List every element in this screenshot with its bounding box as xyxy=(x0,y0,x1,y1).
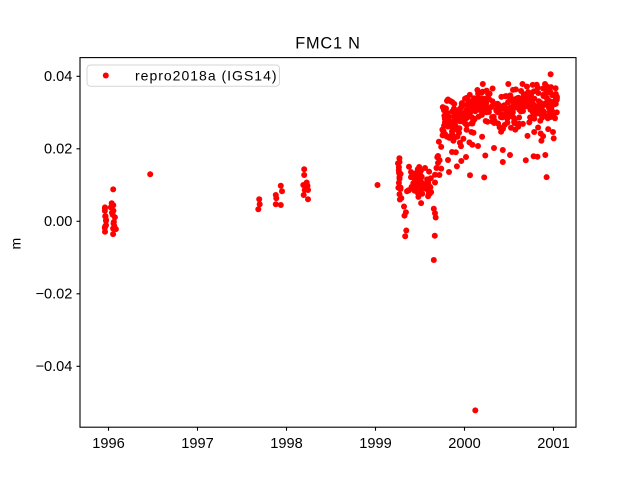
svg-text:1996: 1996 xyxy=(92,436,124,452)
svg-text:FMC1 N: FMC1 N xyxy=(295,34,360,52)
svg-text:2001: 2001 xyxy=(537,436,569,452)
svg-text:2000: 2000 xyxy=(448,436,480,452)
svg-text:1999: 1999 xyxy=(359,436,391,452)
svg-text:m: m xyxy=(8,238,24,250)
svg-text:0.04: 0.04 xyxy=(44,69,72,85)
svg-text:−0.02: −0.02 xyxy=(35,287,72,303)
svg-text:1997: 1997 xyxy=(181,436,213,452)
svg-text:0.00: 0.00 xyxy=(44,214,72,230)
svg-text:0.02: 0.02 xyxy=(44,142,72,158)
svg-text:−0.04: −0.04 xyxy=(35,359,72,375)
svg-text:1998: 1998 xyxy=(270,436,302,452)
svg-text:repro2018a (IGS14): repro2018a (IGS14) xyxy=(135,68,278,84)
